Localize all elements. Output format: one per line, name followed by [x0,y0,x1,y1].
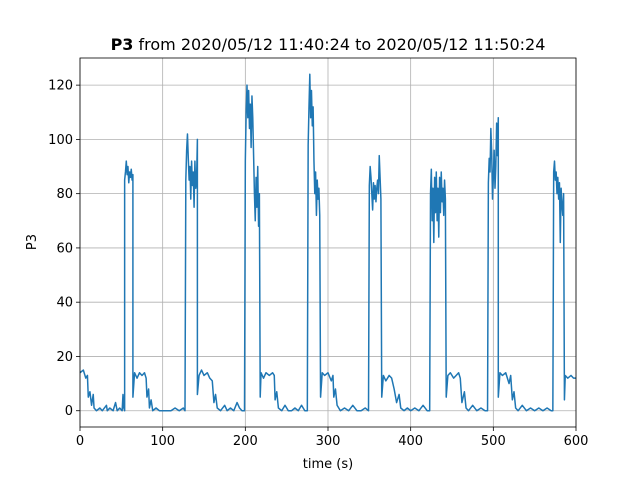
y-tick-label: 20 [56,350,73,365]
y-axis-label: P3 [25,234,40,250]
y-tick-label: 120 [48,79,73,94]
y-tick-label: 0 [65,404,73,419]
p3-series-line [79,73,576,412]
y-tick-label: 80 [56,187,73,202]
chart-title-rest: from 2020/05/12 11:40:24 to 2020/05/12 1… [133,35,545,54]
plot-area [79,73,576,412]
x-tick-label: 300 [316,434,341,449]
axis-ticks: 0 100 200 300 400 500 600 0 20 40 60 80 100 120 [48,79,588,449]
y-tick-label: 40 [56,296,73,311]
y-tick-label: 60 [56,241,73,256]
x-tick-label: 600 [564,434,589,449]
x-axis-label: time (s) [303,457,353,472]
chart-title-bold: P3 [111,35,134,54]
x-tick-label: 0 [76,434,84,449]
x-tick-label: 100 [150,434,175,449]
x-tick-label: 500 [481,434,506,449]
grid-lines [79,58,577,427]
x-tick-label: 400 [398,434,423,449]
chart-title: P3 from 2020/05/12 11:40:24 to 2020/05/1… [111,35,546,54]
y-tick-label: 100 [48,133,73,148]
x-tick-label: 200 [233,434,258,449]
